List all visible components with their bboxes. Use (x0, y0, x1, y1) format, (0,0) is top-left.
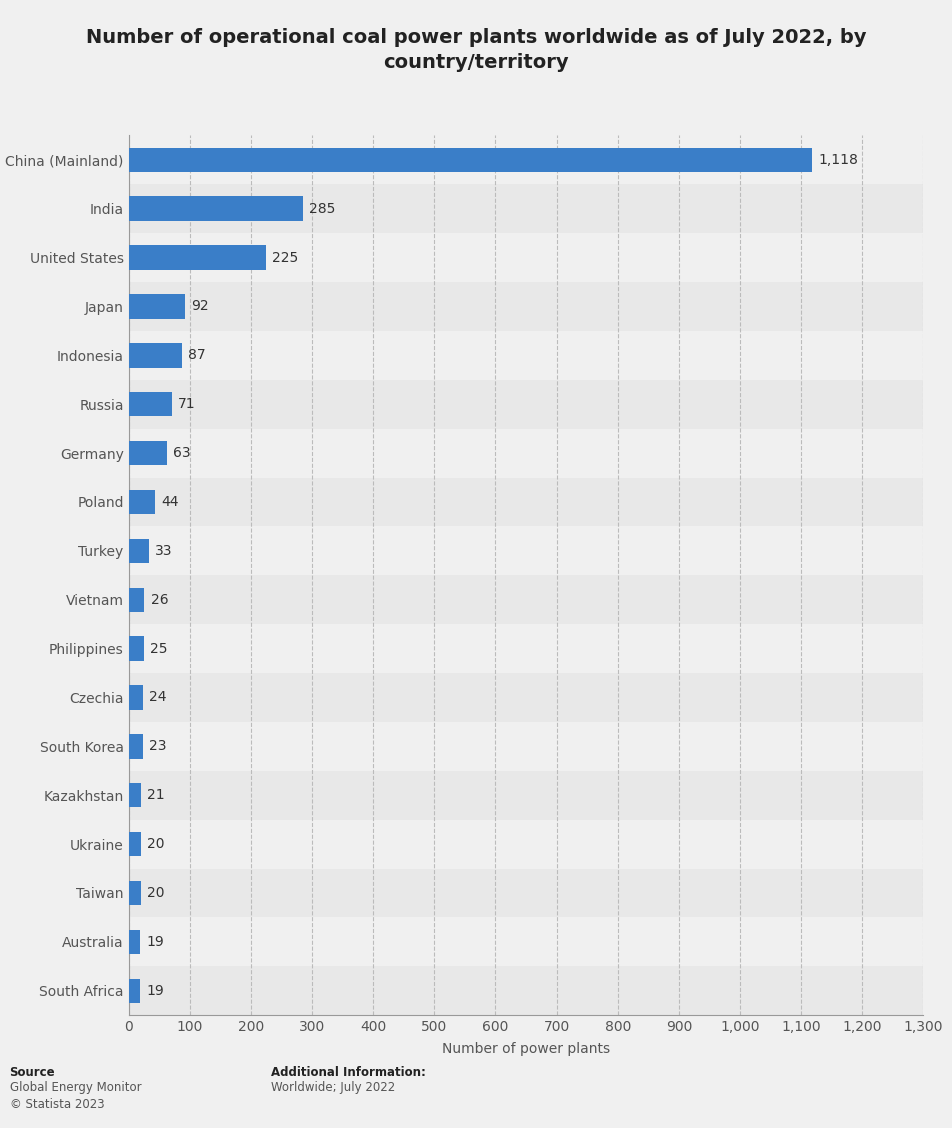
Bar (129, 343, 182, 368)
Bar (129, 393, 172, 416)
Bar (129, 978, 140, 1003)
Text: Worldwide; July 2022: Worldwide; July 2022 (271, 1081, 396, 1094)
Text: 24: 24 (149, 690, 167, 705)
Text: 285: 285 (308, 202, 335, 215)
Bar (129, 869, 923, 917)
Text: 19: 19 (147, 935, 164, 949)
Bar (129, 575, 923, 624)
Text: 20: 20 (147, 885, 165, 900)
Bar (129, 734, 143, 759)
Text: 225: 225 (272, 250, 299, 265)
Text: 21: 21 (148, 788, 165, 802)
Text: 20: 20 (147, 837, 165, 852)
Bar (129, 331, 923, 380)
Text: 92: 92 (191, 299, 208, 314)
Text: 23: 23 (149, 739, 167, 754)
Text: 44: 44 (162, 495, 179, 509)
Bar (129, 429, 923, 477)
Bar (129, 624, 923, 673)
Bar (129, 881, 141, 905)
Bar (129, 246, 267, 270)
Bar (129, 783, 141, 808)
Bar (129, 477, 923, 527)
Text: Additional Information:: Additional Information: (271, 1066, 426, 1079)
Bar (129, 148, 812, 173)
Bar (129, 686, 143, 710)
Bar (129, 967, 923, 1015)
Bar (129, 673, 923, 722)
Bar (129, 539, 149, 563)
Text: 1,118: 1,118 (819, 152, 858, 167)
Bar (129, 282, 923, 331)
Text: Global Energy Monitor
© Statista 2023: Global Energy Monitor © Statista 2023 (10, 1081, 141, 1111)
Bar (129, 722, 923, 770)
Bar (129, 233, 923, 282)
Text: 26: 26 (150, 592, 169, 607)
Bar (129, 770, 923, 820)
Bar (129, 820, 923, 869)
X-axis label: Number of power plants: Number of power plants (442, 1042, 610, 1057)
Text: Number of operational coal power plants worldwide as of July 2022, by
country/te: Number of operational coal power plants … (86, 28, 866, 72)
Bar (129, 294, 185, 319)
Text: 87: 87 (188, 349, 206, 362)
Text: 19: 19 (147, 984, 164, 998)
Bar (129, 917, 923, 967)
Bar (129, 588, 145, 611)
Bar (129, 636, 144, 661)
Text: Source: Source (10, 1066, 55, 1079)
Text: 63: 63 (173, 446, 190, 460)
Text: 71: 71 (178, 397, 196, 412)
Text: 25: 25 (149, 642, 168, 655)
Bar (129, 490, 155, 514)
Bar (129, 380, 923, 429)
Bar (129, 929, 140, 954)
Text: 33: 33 (155, 544, 172, 558)
Bar (129, 832, 141, 856)
Bar (129, 184, 923, 233)
Bar (129, 196, 303, 221)
Bar (129, 441, 167, 466)
Bar (129, 527, 923, 575)
Bar (129, 135, 923, 184)
